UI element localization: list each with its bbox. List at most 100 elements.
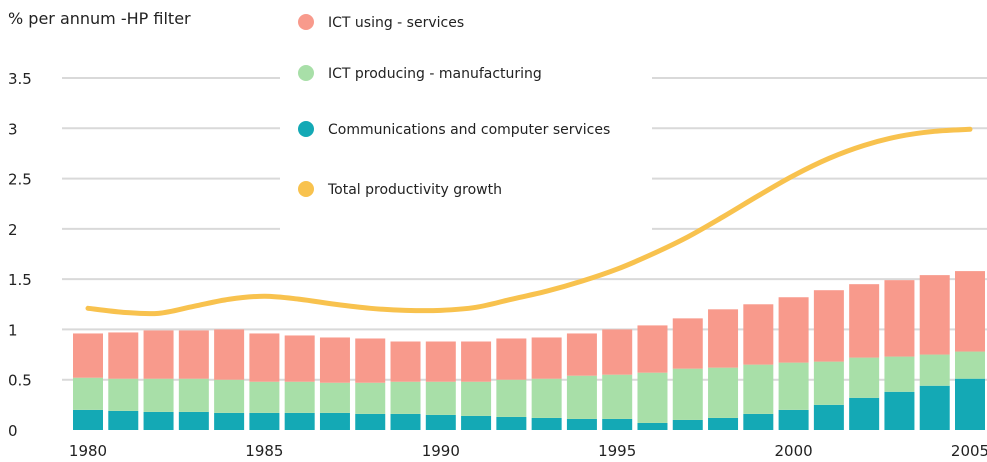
y-tick-label: 3.5 [8, 70, 32, 88]
bar-segment [461, 341, 492, 382]
x-axis-ticks: 1980 1985 1990 1995 2000 2005 [69, 442, 987, 460]
bar-segment [531, 337, 562, 379]
bar-segment [390, 341, 421, 382]
bar-segment [884, 356, 915, 392]
bar-segment [531, 378, 562, 418]
y-axis-ticks: 0 0.5 1 1.5 2 2.5 3 3.5 [8, 70, 32, 440]
bar-segment [672, 318, 703, 369]
bar-segment [461, 415, 492, 430]
legend-label: ICT using - services [328, 15, 464, 31]
y-tick-label: 2.5 [8, 171, 32, 189]
bar-segment [884, 280, 915, 357]
bar-segment [778, 297, 809, 363]
bar-segment [813, 290, 844, 362]
bar-segment [813, 404, 844, 430]
bar-segment [178, 411, 209, 430]
bar-segment [637, 325, 668, 373]
bar-segment [355, 413, 386, 430]
bar-segment [637, 422, 668, 430]
bar-segment [355, 382, 386, 414]
bar-segment [249, 333, 280, 382]
bar-segment [73, 333, 103, 378]
bar-segment [425, 414, 456, 430]
legend-marker [298, 181, 314, 197]
bar-segment [778, 362, 809, 410]
bar-segment [778, 409, 809, 430]
x-tick-label: 2000 [775, 442, 813, 460]
bar-segment [108, 410, 139, 430]
x-tick-label: 1995 [598, 442, 636, 460]
x-tick-label: 2005 [951, 442, 987, 460]
bar-segment [284, 335, 315, 382]
legend-label: ICT producing - manufacturing [328, 66, 542, 82]
bar-segment [143, 378, 174, 412]
y-tick-label: 0 [8, 422, 18, 440]
bar-segment [637, 372, 668, 423]
legend-label: Total productivity growth [327, 182, 502, 198]
bar-segment [249, 381, 280, 413]
bar-segment [566, 418, 597, 430]
bar-segment [214, 412, 245, 430]
bar-segment [743, 364, 774, 414]
bar-segment [849, 284, 880, 358]
bar-segment [708, 417, 739, 430]
y-tick-label: 1 [8, 321, 18, 339]
bar-segment [955, 351, 985, 379]
bar-segment [743, 413, 774, 430]
x-tick-label: 1990 [422, 442, 460, 460]
total-productivity-line [85, 126, 973, 317]
bar-segment [919, 354, 950, 386]
bar-segment [214, 379, 245, 413]
x-tick-label: 1980 [69, 442, 107, 460]
bar-segment [284, 412, 315, 430]
bar-segment [566, 375, 597, 419]
bar-segment [143, 330, 174, 379]
y-tick-label: 2 [8, 221, 18, 239]
bar-segment [602, 374, 633, 419]
bar-segment [249, 412, 280, 430]
bar-segment [425, 341, 456, 382]
bar-segment [143, 411, 174, 430]
bar-segment [849, 397, 880, 430]
bar-segment [672, 368, 703, 420]
legend-marker [298, 121, 314, 137]
bar-segment [108, 378, 139, 411]
bar-segment [602, 329, 633, 375]
bar-segment [813, 361, 844, 405]
bar-segment [672, 419, 703, 430]
bar-segment [178, 330, 209, 379]
bar-segment [496, 338, 527, 380]
bar-segment [461, 381, 492, 416]
legend-marker [298, 65, 314, 81]
bar-segment [919, 275, 950, 355]
bar-segment [743, 304, 774, 365]
bar-segment [602, 418, 633, 430]
bar-segment [531, 417, 562, 430]
bar-segment [355, 338, 386, 383]
bars [73, 271, 985, 430]
bar-segment [708, 367, 739, 418]
bar-segment [284, 381, 315, 413]
bar-segment [708, 309, 739, 368]
y-tick-label: 1.5 [8, 271, 32, 289]
bar-segment [178, 378, 209, 412]
legend-marker [298, 14, 314, 30]
y-axis-label: % per annum -HP filter [8, 9, 191, 28]
legend: ICT using - services ICT producing - manu… [298, 14, 610, 198]
bar-segment [214, 329, 245, 380]
bar-segment [496, 416, 527, 430]
bar-segment [319, 382, 350, 413]
y-tick-label: 3 [8, 120, 18, 138]
bar-segment [319, 412, 350, 430]
bar-segment [425, 381, 456, 415]
bar-segment [319, 337, 350, 383]
legend-background [280, 0, 652, 232]
bar-segment [108, 332, 139, 379]
x-tick-label: 1985 [245, 442, 283, 460]
y-tick-label: 0.5 [8, 372, 32, 390]
bar-segment [849, 357, 880, 398]
bar-segment [884, 391, 915, 430]
bar-segment [919, 385, 950, 430]
bar-segment [496, 379, 527, 417]
